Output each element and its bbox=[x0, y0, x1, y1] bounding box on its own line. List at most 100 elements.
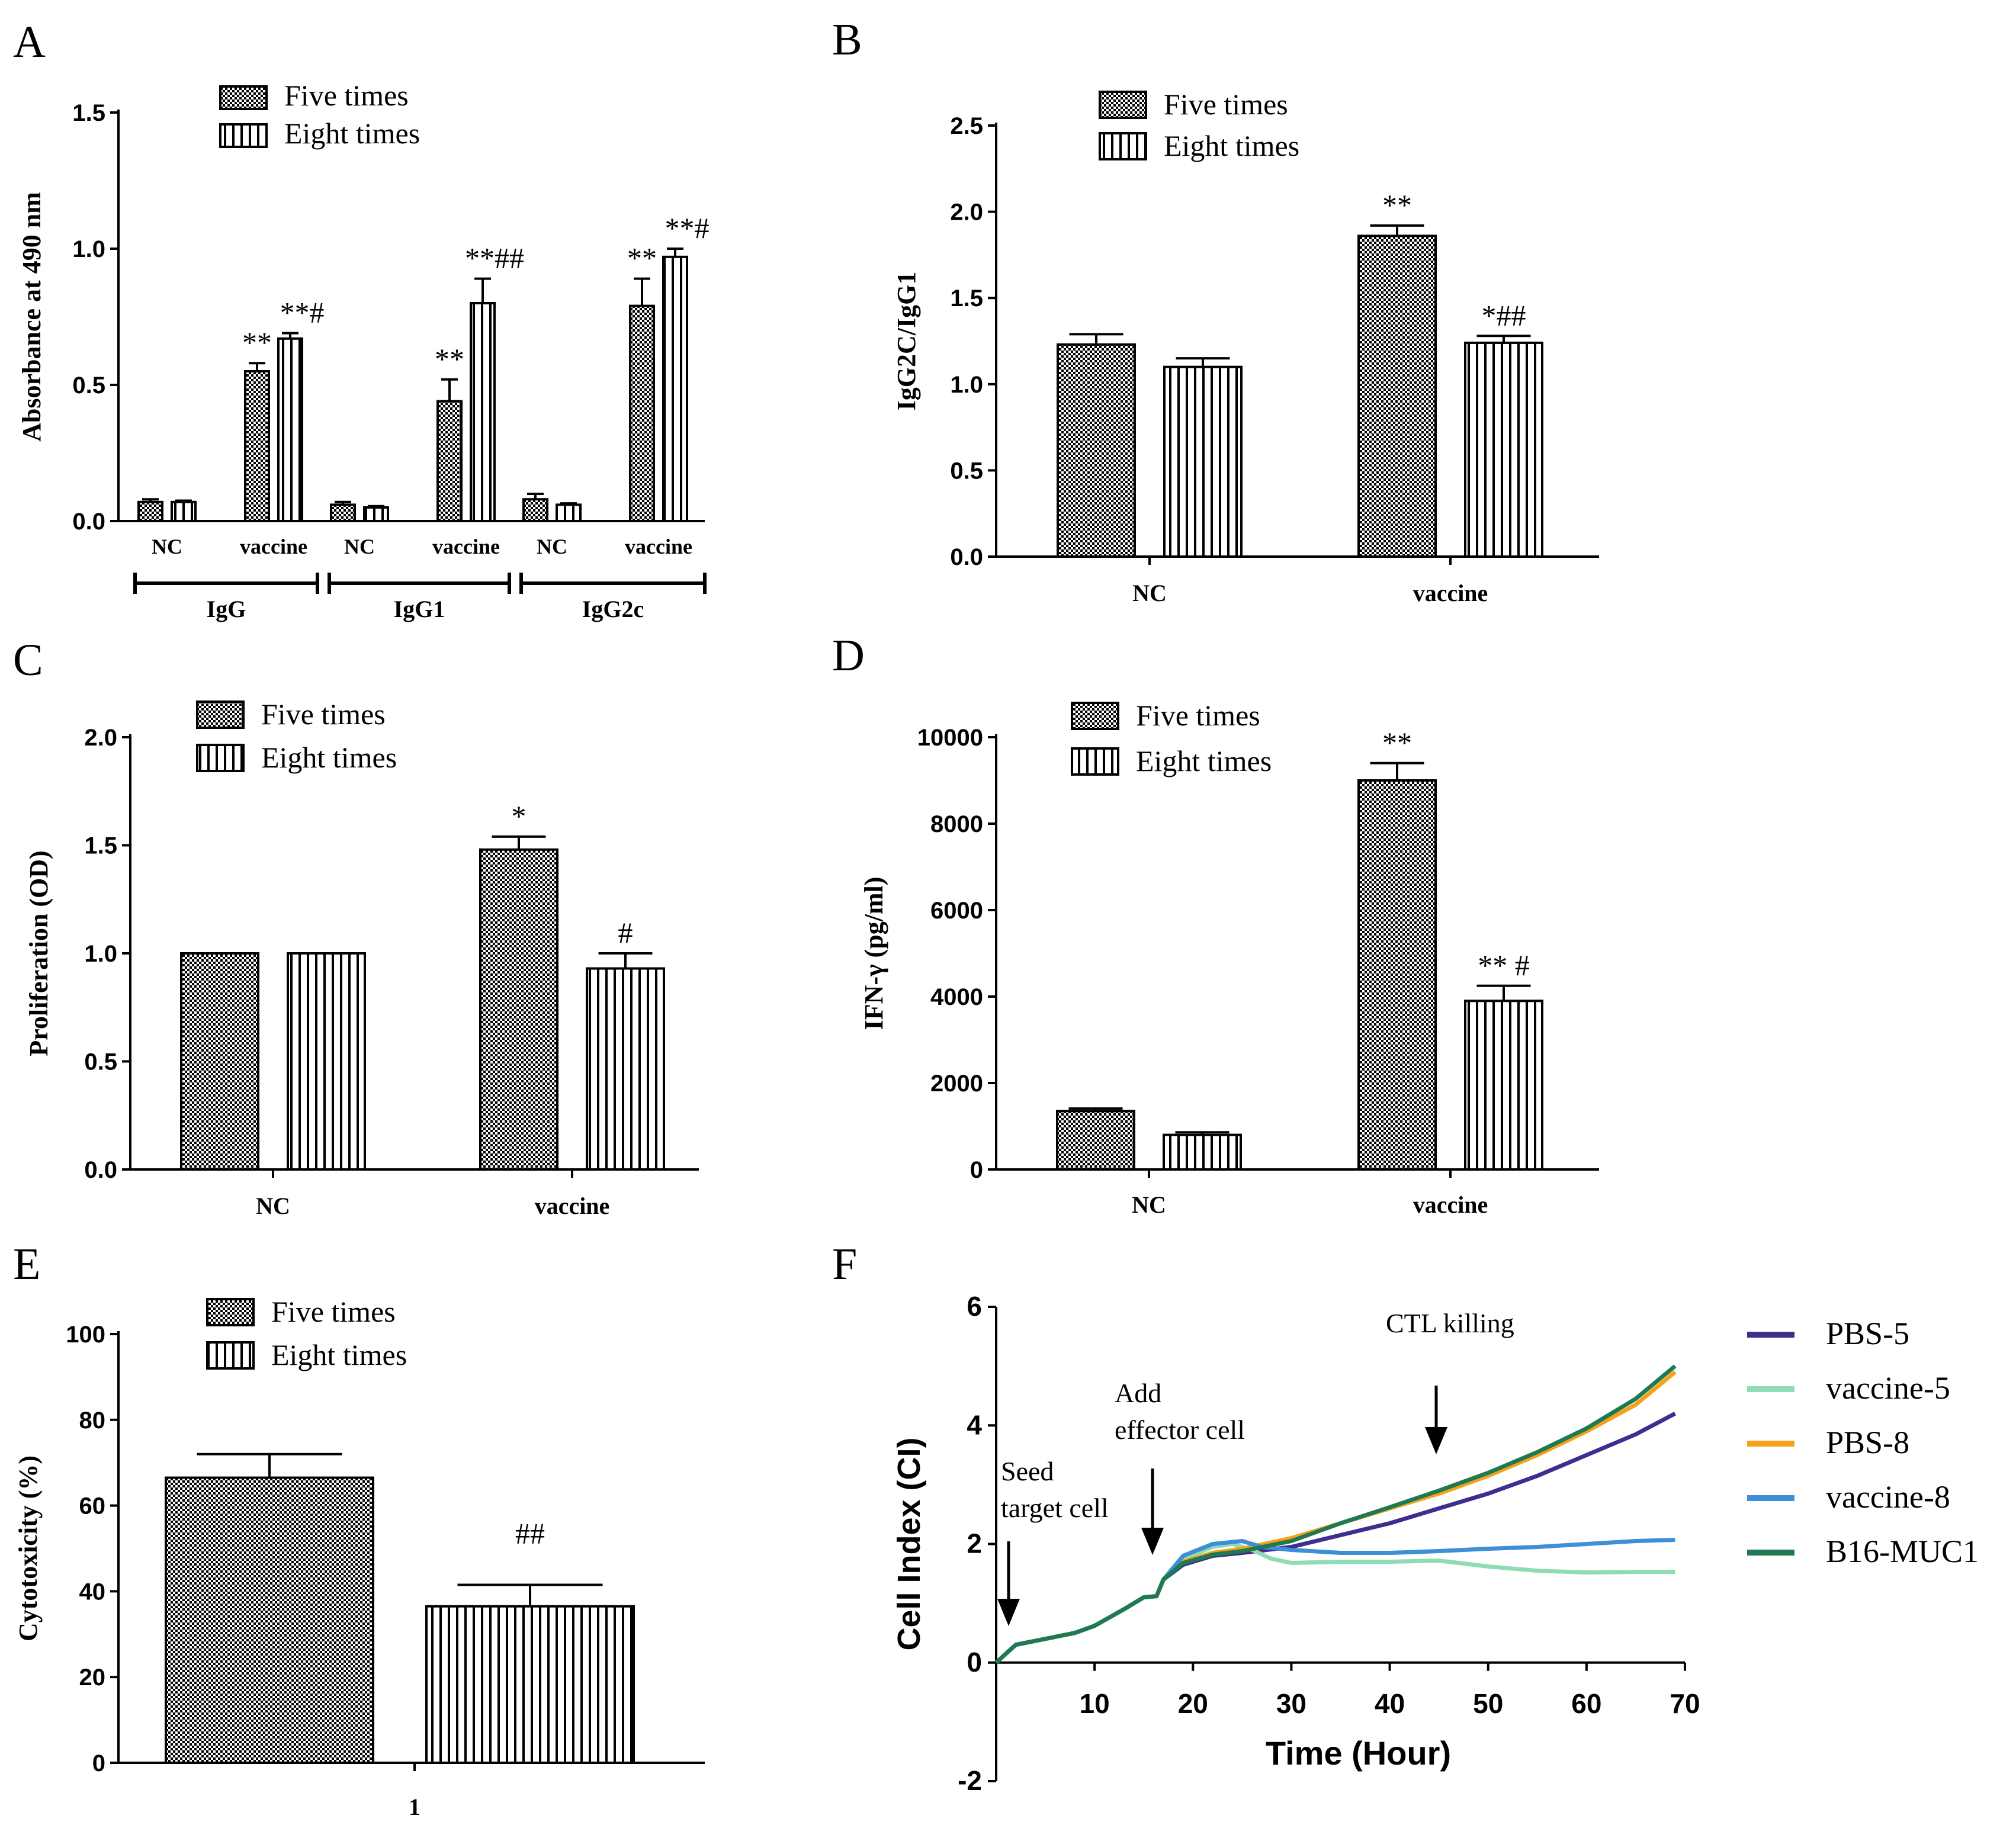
bar bbox=[556, 503, 582, 523]
legend-label: Eight times bbox=[1164, 129, 1299, 162]
category-label: 1 bbox=[409, 1794, 420, 1820]
y-tick-label: 1.0 bbox=[72, 236, 105, 262]
bar bbox=[1163, 365, 1243, 558]
category-label: NC bbox=[256, 1193, 290, 1219]
annotation-add: Add bbox=[1115, 1378, 1161, 1408]
legend-label: B16-MUC1 bbox=[1826, 1534, 1979, 1569]
legend-swatch bbox=[1099, 91, 1147, 119]
y-axis-label: Cell Index (CI) bbox=[891, 1437, 927, 1650]
category-label: vaccine bbox=[535, 1193, 610, 1219]
significance-marker: ** # bbox=[1478, 949, 1530, 982]
significance-marker: ** bbox=[627, 242, 657, 275]
bar bbox=[662, 255, 688, 522]
bar bbox=[1357, 234, 1437, 558]
bar bbox=[180, 952, 259, 1171]
category-label: NC bbox=[344, 535, 375, 558]
bar bbox=[470, 302, 496, 522]
y-tick-label: -2 bbox=[958, 1765, 982, 1796]
bar bbox=[363, 506, 389, 522]
legend-label: Eight times bbox=[261, 741, 397, 774]
legend-swatch bbox=[1099, 132, 1147, 160]
legend-swatch bbox=[206, 1341, 255, 1370]
category-label: vaccine bbox=[432, 535, 500, 558]
y-tick-label: 0.0 bbox=[72, 509, 105, 535]
bar bbox=[287, 952, 366, 1171]
bar bbox=[629, 304, 655, 522]
category-label: vaccine bbox=[1413, 580, 1488, 606]
y-tick-label: 40 bbox=[79, 1579, 106, 1605]
legend-label: Five times bbox=[1164, 88, 1288, 121]
y-tick-label: 80 bbox=[79, 1408, 106, 1434]
bar bbox=[1357, 779, 1437, 1171]
category-label: vaccine bbox=[240, 535, 307, 558]
significance-marker: ## bbox=[515, 1517, 545, 1550]
y-tick-label: 10000 bbox=[917, 725, 983, 751]
y-tick-label: 60 bbox=[79, 1493, 106, 1519]
y-tick-label: 20 bbox=[79, 1664, 106, 1691]
y-tick-label: 4 bbox=[967, 1409, 982, 1440]
bar bbox=[1057, 343, 1136, 558]
group-label: IgG bbox=[207, 596, 246, 622]
significance-marker: ** bbox=[1382, 188, 1412, 221]
category-label: NC bbox=[152, 535, 182, 558]
bar bbox=[277, 337, 303, 522]
legend-label: Eight times bbox=[284, 117, 420, 150]
x-tick-label: 70 bbox=[1670, 1688, 1700, 1719]
panel-label-f: F bbox=[832, 1239, 857, 1289]
legend-swatch bbox=[196, 700, 245, 729]
y-axis-label: Cytotoxicity (%) bbox=[14, 1455, 43, 1641]
series-line bbox=[994, 1542, 1675, 1664]
y-tick-label: 1.0 bbox=[84, 941, 117, 967]
chart-f: -2 0 2 4 6 10 20 30 40 50 60 70 Time (Hour) Cell Inde… bbox=[891, 1291, 1979, 1796]
arrow-head bbox=[997, 1599, 1020, 1626]
legend-label: PBS-8 bbox=[1826, 1425, 1909, 1460]
legend-label: vaccine-5 bbox=[1826, 1370, 1950, 1406]
significance-marker: ** bbox=[242, 326, 272, 359]
y-tick-label: 0 bbox=[967, 1647, 982, 1678]
x-tick-label: 10 bbox=[1080, 1688, 1110, 1719]
category-label: vaccine bbox=[1413, 1191, 1488, 1218]
annotation-effector-cell: effector cell bbox=[1115, 1415, 1245, 1445]
y-tick-label: 0.0 bbox=[950, 544, 983, 570]
y-tick-label: 0 bbox=[970, 1157, 983, 1183]
x-tick-label: 20 bbox=[1178, 1688, 1208, 1719]
bar bbox=[1056, 1110, 1135, 1171]
y-tick-label: 6000 bbox=[930, 898, 983, 924]
series-line bbox=[994, 1364, 1677, 1664]
annotation-ctl-killing: CTL killing bbox=[1386, 1308, 1514, 1338]
y-axis-label: Proliferation (OD) bbox=[24, 850, 53, 1056]
panel-label-d: D bbox=[832, 631, 865, 680]
chart-b: 0.0 0.5 1.0 1.5 2.0 2.5 IgG2C/IgG1 NC ** *## vacci… bbox=[892, 88, 1599, 606]
group-label: IgG2c bbox=[582, 596, 644, 622]
y-tick-label: 0 bbox=[92, 1750, 105, 1776]
bar bbox=[479, 848, 558, 1171]
panel-label-e: E bbox=[13, 1239, 40, 1289]
bar bbox=[1163, 1133, 1242, 1171]
y-tick-label: 2.0 bbox=[950, 200, 983, 226]
y-axis-label: Absorbance at 490 nm bbox=[17, 192, 46, 442]
y-tick-label: 2.5 bbox=[950, 113, 983, 139]
y-axis-label: IgG2C/IgG1 bbox=[892, 272, 921, 411]
bar bbox=[586, 967, 665, 1171]
y-tick-label: 0.5 bbox=[950, 458, 983, 484]
category-label: NC bbox=[537, 535, 567, 558]
y-tick-label: 0.0 bbox=[84, 1157, 117, 1183]
x-tick-label: 60 bbox=[1571, 1688, 1601, 1719]
significance-marker: ** bbox=[435, 342, 464, 375]
group-label: IgG1 bbox=[394, 596, 445, 622]
y-tick-label: 4000 bbox=[930, 984, 983, 1010]
chart-c: 0.0 0.5 1.0 1.5 2.0 Proliferation (OD) NC * # vac… bbox=[24, 698, 699, 1219]
y-tick-label: 100 bbox=[66, 1322, 105, 1348]
legend-swatch bbox=[1071, 747, 1119, 776]
y-tick-label: 8000 bbox=[930, 811, 983, 837]
bar bbox=[171, 500, 197, 522]
legend-swatch bbox=[219, 85, 268, 110]
chart-e: 0 20 40 60 80 100 Cytotoxicity (%) ## 1 Five time… bbox=[14, 1295, 705, 1820]
category-label: vaccine bbox=[625, 535, 692, 558]
legend-label: Five times bbox=[271, 1295, 396, 1328]
category-label: NC bbox=[1132, 580, 1167, 606]
significance-marker: **# bbox=[665, 211, 710, 245]
significance-marker: # bbox=[618, 916, 633, 949]
significance-marker: ** bbox=[1382, 726, 1412, 759]
